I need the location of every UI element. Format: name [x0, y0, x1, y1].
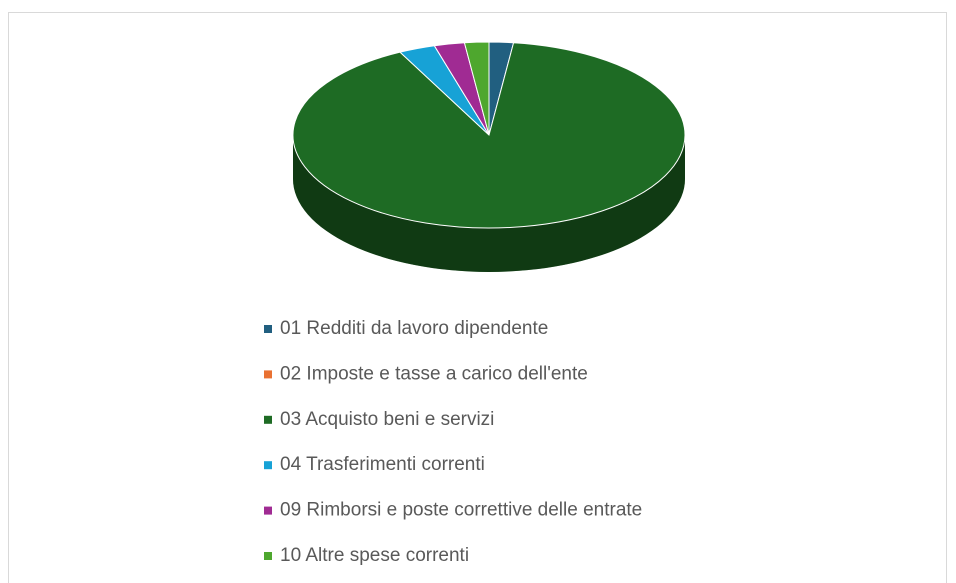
- legend-marker: [264, 415, 272, 424]
- legend-marker: [264, 461, 272, 470]
- slice-side: [293, 135, 685, 272]
- slice: [292, 42, 686, 229]
- legend-marker: [264, 506, 272, 515]
- legend-marker: [264, 325, 272, 333]
- legend-marker: [264, 552, 272, 560]
- legend-marker: [264, 370, 272, 379]
- legend-label: 09 Rimborsi e poste correttive delle ent…: [280, 500, 642, 521]
- legend-label: 02 Imposte e tasse a carico dell'ente: [280, 363, 588, 384]
- legend-label: 01 Redditi da lavoro dipendente: [280, 318, 548, 339]
- legend-label: 10 Altre spese correnti: [280, 545, 469, 566]
- legend-label: 04 Trasferimenti correnti: [280, 454, 485, 475]
- slice-side-shade: [293, 135, 685, 272]
- slice: [463, 41, 490, 136]
- legend-label: 03 Acquisto beni e servizi: [280, 409, 494, 430]
